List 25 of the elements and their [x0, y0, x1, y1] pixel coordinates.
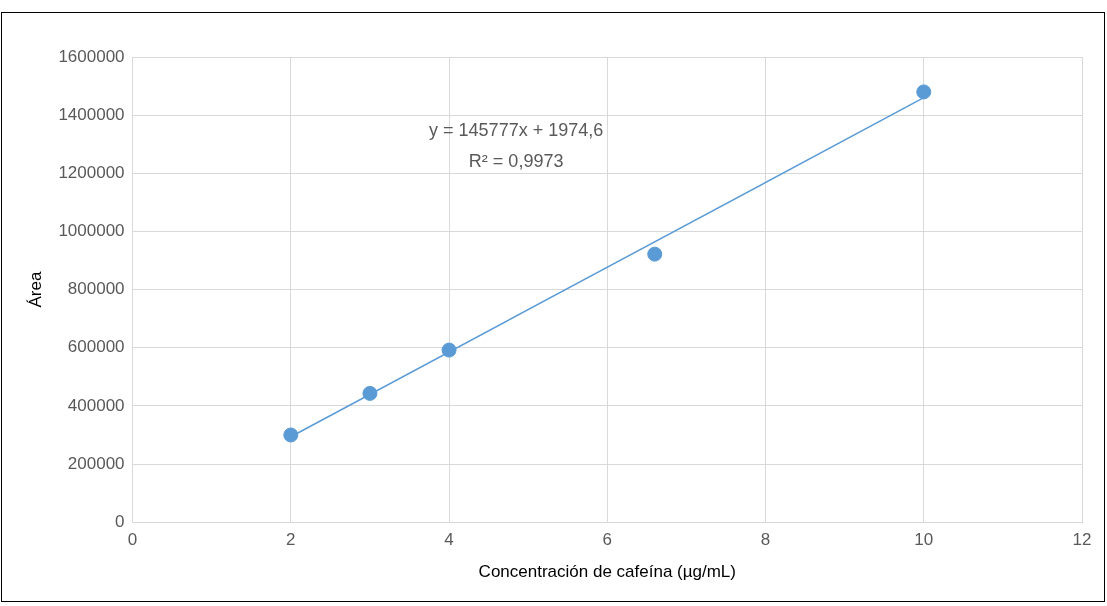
- x-tick-label: 2: [286, 530, 296, 550]
- y-tick-label: 0: [115, 511, 125, 531]
- x-axis-title: Concentración de cafeína (µg/mL): [478, 562, 736, 582]
- x-tick-label: 10: [914, 530, 934, 550]
- x-tick-label: 6: [602, 530, 613, 550]
- x-tick-label: 8: [760, 530, 771, 550]
- point: [647, 246, 663, 262]
- annotation: R² = 0,9973: [468, 151, 564, 172]
- point: [916, 84, 932, 100]
- x-tick-label: 12: [1072, 530, 1092, 550]
- y-tick-label: 800000: [67, 279, 125, 299]
- annotation: y = 145777x + 1974,6: [429, 120, 604, 141]
- y-tick-label: 400000: [67, 395, 125, 415]
- point: [362, 385, 378, 401]
- x-tick-label: 4: [444, 530, 454, 550]
- x-tick-label: 0: [127, 530, 138, 550]
- point: [441, 342, 457, 358]
- point: [283, 427, 299, 443]
- y-tick-label: 1600000: [58, 46, 125, 66]
- y-tick-label: 600000: [67, 337, 125, 357]
- y-tick-label: 1400000: [58, 104, 125, 124]
- y-tick-label: 1200000: [58, 162, 125, 182]
- y-tick-label: 1000000: [58, 221, 125, 241]
- y-tick-label: 200000: [67, 453, 125, 473]
- y-axis-title: Área: [25, 271, 45, 308]
